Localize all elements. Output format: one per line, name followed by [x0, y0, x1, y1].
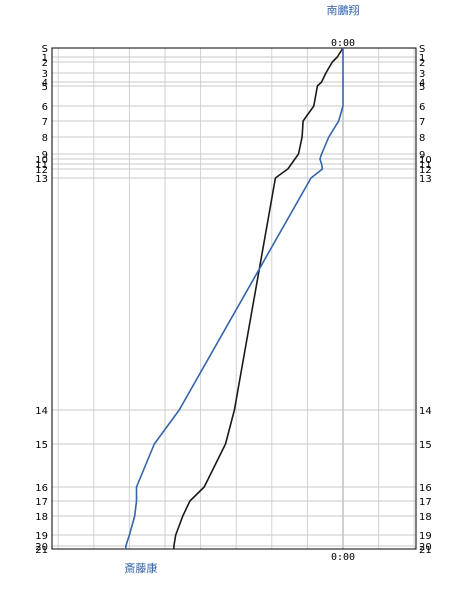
left-control-label: 9 — [42, 150, 48, 161]
top-runner-label: 南鵬翔 — [327, 3, 360, 17]
right-control-label: 13 — [419, 174, 432, 185]
right-control-label: 17 — [419, 497, 432, 508]
left-control-label: 12 — [35, 165, 48, 176]
left-control-label: 5 — [42, 82, 48, 93]
left-control-label: S — [42, 44, 48, 55]
right-control-label: 5 — [419, 82, 425, 93]
left-control-label: 20 — [35, 542, 48, 553]
left-control-label: 15 — [35, 440, 48, 451]
left-control-label: 18 — [35, 512, 48, 523]
right-control-label: 10 — [419, 155, 432, 166]
left-control-label: 17 — [35, 497, 48, 508]
right-control-label: 16 — [419, 483, 432, 494]
right-control-label: 11 — [419, 160, 432, 171]
left-control-label: 8 — [42, 133, 48, 144]
right-control-label: 12 — [419, 165, 432, 176]
left-control-label: 13 — [35, 174, 48, 185]
series-group — [125, 47, 344, 549]
right-control-label: 2 — [419, 58, 425, 69]
right-control-label: 1 — [419, 53, 425, 64]
left-control-label: 21 — [35, 545, 48, 556]
series-line-black — [173, 47, 344, 549]
right-control-label: 7 — [419, 117, 425, 128]
left-control-label: 14 — [35, 406, 48, 417]
top-time-label: 0:00 — [331, 38, 355, 49]
right-control-label: S — [419, 44, 425, 55]
right-control-label: 9 — [419, 150, 425, 161]
right-control-label: 6 — [419, 102, 425, 113]
right-control-label: 14 — [419, 406, 432, 417]
left-control-label: 3 — [42, 69, 48, 80]
left-control-label: 7 — [42, 117, 48, 128]
right-control-label: 8 — [419, 133, 425, 144]
left-control-label: 16 — [35, 483, 48, 494]
right-control-label: 20 — [419, 542, 432, 553]
left-control-label: 11 — [35, 160, 48, 171]
left-control-label: 2 — [42, 58, 48, 69]
right-control-label: 3 — [419, 69, 425, 80]
right-control-label: 4 — [419, 78, 425, 89]
left-control-label: 19 — [35, 531, 48, 542]
left-control-label: 4 — [42, 78, 48, 89]
right-control-label: 21 — [419, 545, 432, 556]
bottom-time-label: 0:00 — [331, 552, 355, 563]
bottom-runner-label: 斎藤康 — [124, 561, 157, 575]
plot-frame — [51, 47, 417, 550]
right-control-label: 19 — [419, 531, 432, 542]
left-control-label: 10 — [35, 155, 48, 166]
left-control-label: 6 — [42, 102, 48, 113]
right-control-label: 15 — [419, 440, 432, 451]
right-control-label: 18 — [419, 512, 432, 523]
chart-grid — [52, 48, 416, 549]
left-control-label: 1 — [42, 53, 48, 64]
series-line-blue — [125, 48, 344, 549]
